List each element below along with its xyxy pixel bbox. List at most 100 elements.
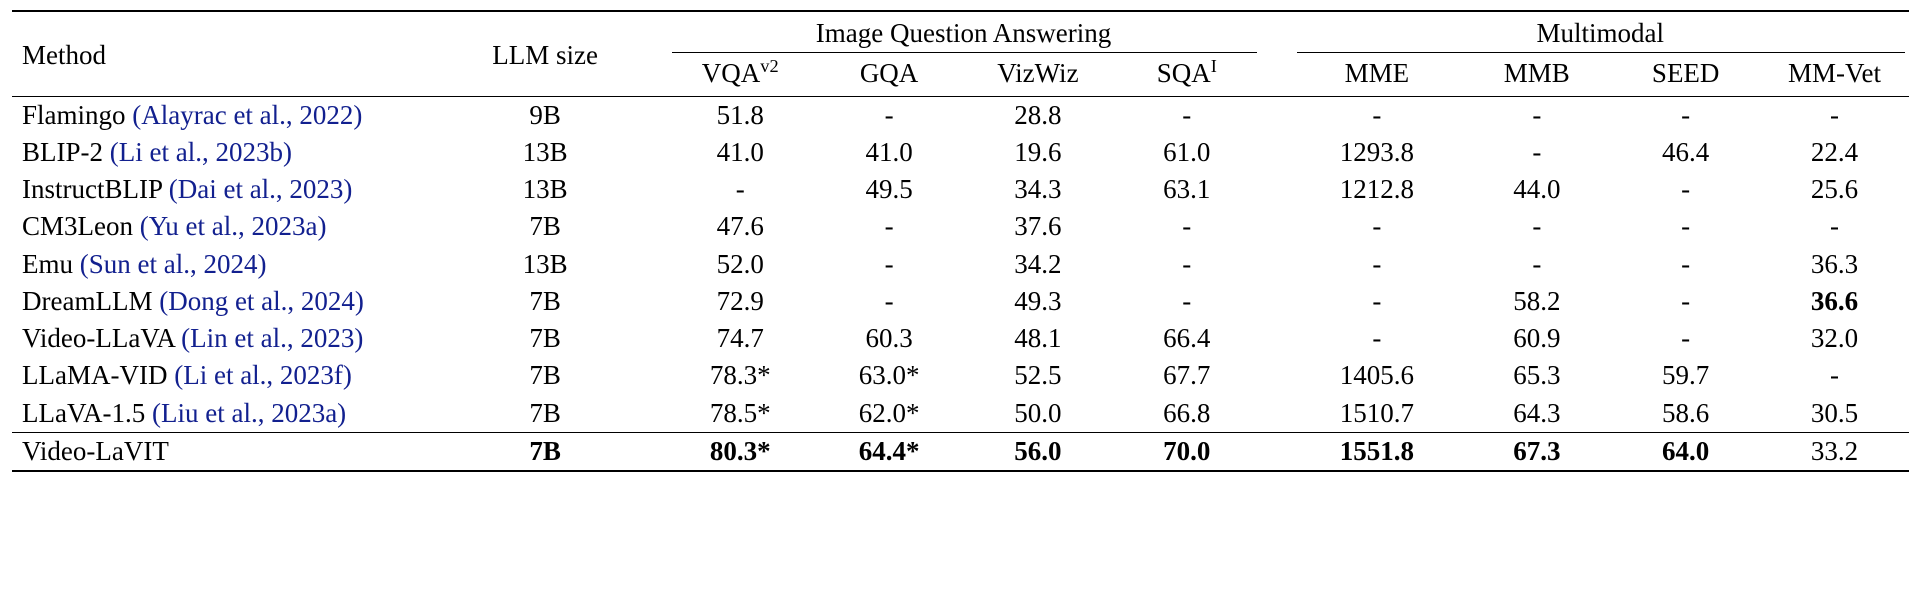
cell-vqa: 74.7 [666, 320, 815, 357]
cell-mmb: - [1462, 246, 1611, 283]
cell-gqa: - [815, 246, 964, 283]
cell-vizwiz: 50.0 [964, 395, 1113, 433]
cell-mmb: - [1462, 134, 1611, 171]
cell-method: BLIP-2 (Li et al., 2023b) [12, 134, 455, 171]
cell-vqa: 72.9 [666, 283, 815, 320]
col-llm: LLM size [455, 11, 636, 96]
cell-gqa: 63.0* [815, 357, 964, 394]
cell-llm: 7B [455, 208, 636, 245]
cell-method: InstructBLIP (Dai et al., 2023) [12, 171, 455, 208]
cell-method: LLaVA-1.5 (Liu et al., 2023a) [12, 395, 455, 433]
cell-method: Emu (Sun et al., 2024) [12, 246, 455, 283]
cell-llm: 7B [455, 320, 636, 357]
cell-method: Flamingo (Alayrac et al., 2022) [12, 96, 455, 134]
table-row: LLaVA-1.5 (Liu et al., 2023a)7B78.5*62.0… [12, 395, 1909, 433]
cell-seed: 59.7 [1611, 357, 1760, 394]
cell-llm: 7B [455, 283, 636, 320]
cell-vizwiz: 19.6 [964, 134, 1113, 171]
cell-vqa: 80.3* [666, 432, 815, 471]
cell-seed: - [1611, 208, 1760, 245]
cell-mme: 1212.8 [1291, 171, 1462, 208]
cell-vqa: 41.0 [666, 134, 815, 171]
citation: (Dong et al., 2024) [159, 286, 364, 316]
cell-llm: 7B [455, 432, 636, 471]
cell-vizwiz: 34.2 [964, 246, 1113, 283]
cell-llm: 13B [455, 134, 636, 171]
cell-method: LLaMA-VID (Li et al., 2023f) [12, 357, 455, 394]
method-name: LLaMA-VID [22, 360, 167, 390]
cell-mmvet: 22.4 [1760, 134, 1909, 171]
table-row: CM3Leon (Yu et al., 2023a)7B47.6-37.6---… [12, 208, 1909, 245]
col-mmvet: MM-Vet [1760, 55, 1909, 96]
results-table: Method LLM size Image Question Answering… [12, 10, 1909, 472]
cell-mmb: 65.3 [1462, 357, 1611, 394]
cell-vqa: 78.3* [666, 357, 815, 394]
cell-mme: 1510.7 [1291, 395, 1462, 433]
cell-mmvet: - [1760, 96, 1909, 134]
group-iqa-label: Image Question Answering [666, 15, 1261, 52]
col-mme: MME [1291, 55, 1462, 96]
citation: (Dai et al., 2023) [169, 174, 353, 204]
cell-mmvet: 32.0 [1760, 320, 1909, 357]
table-body: Flamingo (Alayrac et al., 2022)9B 51.8 - 28… [12, 96, 1909, 432]
cell-sqa: - [1112, 246, 1261, 283]
table-row: Flamingo (Alayrac et al., 2022)9B 51.8 - 28… [12, 96, 1909, 134]
col-vqa: VQAv2 [666, 55, 815, 96]
table-row-final: Video-LaVIT7B80.3*64.4*56.070.01551.867.… [12, 432, 1909, 471]
cell-vizwiz: 37.6 [964, 208, 1113, 245]
table-row: LLaMA-VID (Li et al., 2023f)7B78.3*63.0*… [12, 357, 1909, 394]
header-row-groups: Method LLM size Image Question Answering… [12, 11, 1909, 55]
method-name: LLaVA-1.5 [22, 398, 145, 428]
col-seed: SEED [1611, 55, 1760, 96]
cell-gqa: 41.0 [815, 134, 964, 171]
col-mmb: MMB [1462, 55, 1611, 96]
cell-mmb: - [1462, 208, 1611, 245]
cell-llm: 9B [455, 96, 636, 134]
cell-mmvet: 36.3 [1760, 246, 1909, 283]
cell-mmvet: 33.2 [1760, 432, 1909, 471]
cell-mme: 1551.8 [1291, 432, 1462, 471]
table-row: DreamLLM (Dong et al., 2024)7B72.9-49.3-… [12, 283, 1909, 320]
cell-gqa: - [815, 208, 964, 245]
method-name: DreamLLM [22, 286, 152, 316]
cell-vqa: 51.8 [666, 96, 815, 134]
cell-mme: - [1291, 208, 1462, 245]
method-name: Emu [22, 249, 73, 279]
cell-gqa: - [815, 283, 964, 320]
cell-llm: 13B [455, 171, 636, 208]
cell-gqa: 60.3 [815, 320, 964, 357]
cell-seed: - [1611, 320, 1760, 357]
citation: (Li et al., 2023b) [110, 137, 292, 167]
cell-mme: - [1291, 246, 1462, 283]
citation: (Liu et al., 2023a) [152, 398, 346, 428]
citation: (Yu et al., 2023a) [140, 211, 327, 241]
cell-sqa: 66.4 [1112, 320, 1261, 357]
col-gqa: GQA [815, 55, 964, 96]
cell-vqa: 52.0 [666, 246, 815, 283]
cell-mmb: 64.3 [1462, 395, 1611, 433]
table-row: InstructBLIP (Dai et al., 2023)13B-49.53… [12, 171, 1909, 208]
cell-sqa: 66.8 [1112, 395, 1261, 433]
table-row: Emu (Sun et al., 2024)13B52.0-34.2----36… [12, 246, 1909, 283]
col-group-mm: Multimodal [1291, 11, 1909, 55]
method-name: Video-LaVIT [22, 436, 169, 466]
cell-mmvet: 25.6 [1760, 171, 1909, 208]
cell-sqa: - [1112, 283, 1261, 320]
cell-mmb: 60.9 [1462, 320, 1611, 357]
col-vizwiz: VizWiz [964, 55, 1113, 96]
cell-method: Video-LLaVA (Lin et al., 2023) [12, 320, 455, 357]
cell-seed: - [1611, 246, 1760, 283]
cell-vizwiz: 52.5 [964, 357, 1113, 394]
cell-mmb: - [1462, 96, 1611, 134]
cell-mme: 1405.6 [1291, 357, 1462, 394]
cell-seed: 46.4 [1611, 134, 1760, 171]
cell-mmb: 58.2 [1462, 283, 1611, 320]
cell-method: DreamLLM (Dong et al., 2024) [12, 283, 455, 320]
cell-seed: 64.0 [1611, 432, 1760, 471]
cell-sqa: 67.7 [1112, 357, 1261, 394]
cell-vizwiz: 28.8 [964, 96, 1113, 134]
cell-seed: 58.6 [1611, 395, 1760, 433]
cell-sqa: 63.1 [1112, 171, 1261, 208]
cell-vizwiz: 48.1 [964, 320, 1113, 357]
cell-gqa: 49.5 [815, 171, 964, 208]
